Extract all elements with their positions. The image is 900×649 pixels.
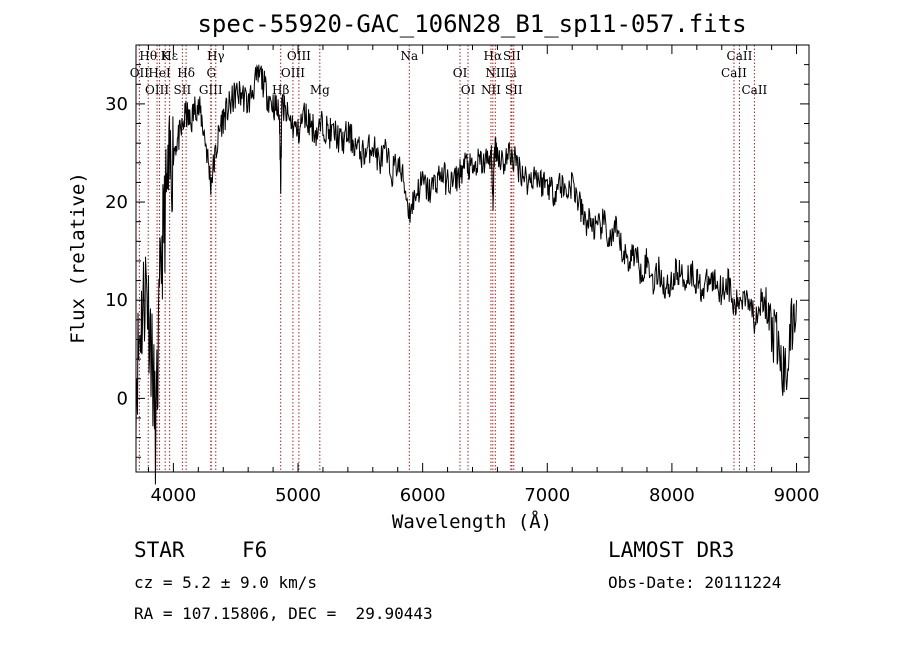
chart-title: spec-55920-GAC_106N28_B1_sp11-057.fits	[197, 10, 746, 38]
spectral-line-label: CaII	[741, 83, 767, 97]
spectral-line-label: CaII	[721, 66, 747, 80]
redshift-value: cz = 5.2 ± 9.0 km/s	[134, 573, 318, 592]
y-tick-label: 10	[105, 290, 128, 311]
y-tick-label: 30	[105, 94, 128, 115]
spectral-line-label: Hδ	[177, 66, 195, 80]
x-axis-label: Wavelength (Å)	[392, 510, 552, 533]
spectrum-chart: spec-55920-GAC_106N28_B1_sp11-057.fits H…	[67, 10, 819, 533]
plot-frame	[135, 44, 810, 473]
ticks-layer: 4000 5000 6000 7000 8000 9000 0 10 20 30	[105, 45, 819, 506]
observation-date: Obs-Date: 20111224	[608, 573, 782, 592]
spectral-line-label: Mg	[310, 83, 330, 97]
x-tick-label: 9000	[774, 485, 820, 506]
x-tick-label: 6000	[400, 485, 446, 506]
spectral-line-label: OIII	[281, 66, 305, 80]
coordinates: RA = 107.15806, DEC = 29.90443	[134, 604, 433, 623]
spectral-line-label: Hα	[484, 49, 503, 63]
spectral-line-label: GIII	[199, 83, 223, 97]
x-tick-label: 5000	[275, 485, 321, 506]
spectral-line-label: NII	[485, 66, 505, 80]
spectrum-series-line	[135, 64, 797, 485]
spectral-line-label: SII	[174, 83, 192, 97]
spectral-line-label: NII	[481, 83, 501, 97]
x-tick-label: 8000	[649, 485, 695, 506]
y-tick-label: 0	[117, 388, 128, 409]
x-tick-label: 7000	[524, 485, 570, 506]
spectral-line-label: OI	[453, 66, 468, 80]
spectral-line-label: OIII	[287, 49, 311, 63]
spectral-lines-layer: HθOIIOIIIKHeISIIHεHδGIIIHγGHβOIIIOIIIMgN…	[130, 45, 768, 472]
spectral-subclass: F6	[242, 538, 268, 562]
object-class: STAR	[134, 538, 185, 562]
spectral-line-label: Hθ	[139, 49, 157, 63]
y-tick-label: 20	[105, 192, 128, 213]
spectral-line-label: SII	[505, 83, 523, 97]
spectral-line-label: Hε	[161, 49, 178, 63]
spectral-line-label: K	[161, 49, 171, 63]
spectral-line-label: OI	[461, 83, 476, 97]
spectral-line-label: Na	[400, 49, 418, 63]
spectral-line-label: SII	[503, 49, 521, 63]
spectral-line-label: Hγ	[207, 49, 225, 63]
spectral-line-label: HeI	[148, 66, 171, 80]
x-tick-label: 4000	[150, 485, 196, 506]
y-axis-label: Flux (relative)	[67, 172, 89, 344]
series-layer	[135, 64, 797, 485]
survey-name: LAMOST DR3	[608, 538, 735, 562]
spectral-line-label: OIII	[145, 83, 169, 97]
spectral-line-label: G	[206, 66, 216, 80]
spectral-line-label: OII	[130, 66, 150, 80]
spectral-line-label: CaII	[727, 49, 753, 63]
spectral-line-label: Li	[505, 66, 517, 80]
spectral-line-label: Hβ	[272, 83, 289, 97]
